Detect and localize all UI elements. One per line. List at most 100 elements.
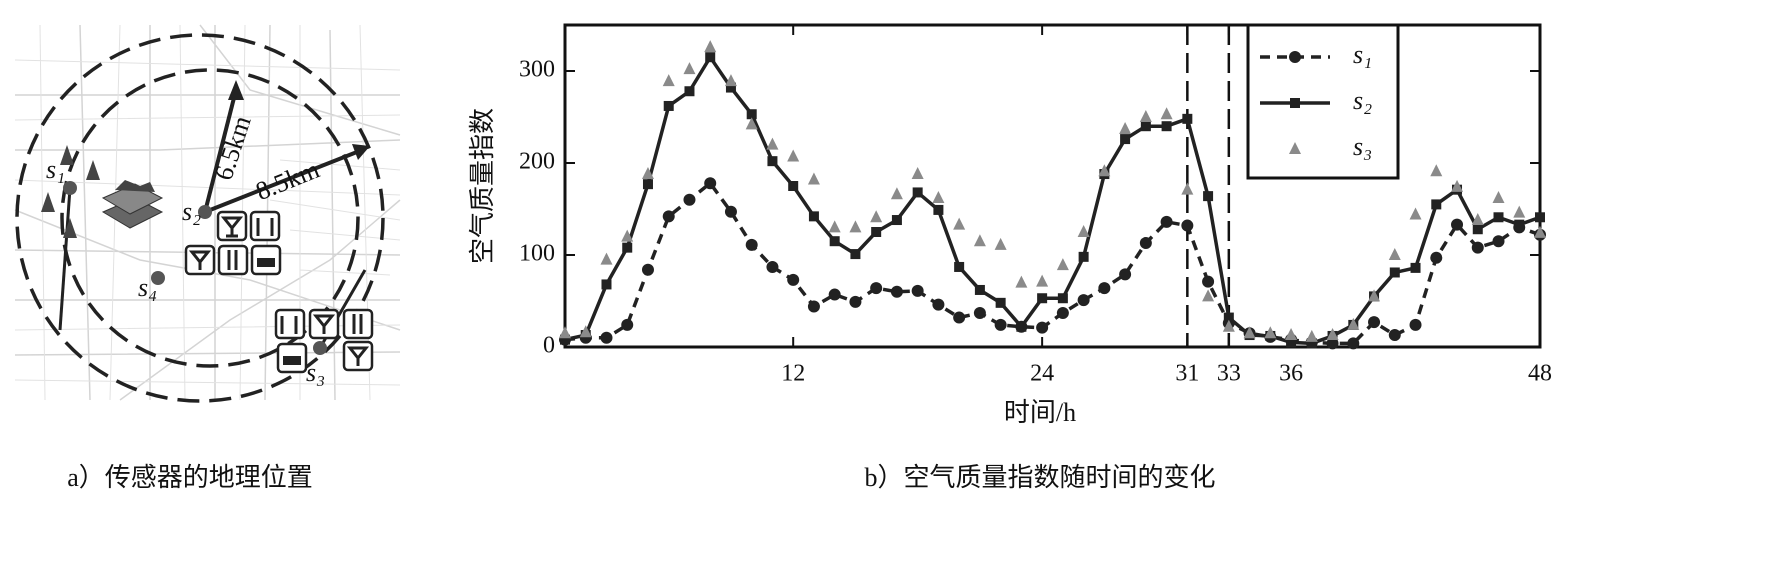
point — [746, 109, 757, 120]
point — [1409, 207, 1422, 220]
point — [600, 331, 613, 344]
poi-icons — [184, 210, 374, 374]
point — [787, 149, 800, 162]
point — [1139, 237, 1152, 250]
map: s₁ s₂ s₃ s₄ 6.5km 8.5km — [14, 24, 401, 403]
point — [1534, 225, 1546, 238]
point — [1077, 225, 1090, 237]
point — [1016, 321, 1027, 332]
y-tick-label: 100 — [519, 241, 555, 267]
point — [704, 177, 717, 190]
point — [1472, 224, 1483, 235]
point — [622, 242, 633, 253]
y-axis-label: 空气质量指数 — [468, 108, 497, 264]
point — [828, 288, 841, 301]
point — [932, 298, 945, 311]
point — [1410, 262, 1421, 273]
point — [662, 210, 675, 223]
x-tick-label: 36 — [1279, 361, 1303, 387]
point — [1119, 268, 1132, 281]
point — [683, 193, 696, 206]
point — [1140, 121, 1151, 132]
point — [1513, 205, 1526, 218]
point — [1388, 248, 1401, 260]
series-line — [564, 180, 1541, 346]
point — [1036, 274, 1049, 287]
point — [641, 263, 654, 276]
point — [600, 252, 613, 265]
point — [1431, 199, 1442, 210]
x-tick-label: 12 — [781, 361, 805, 387]
point — [621, 318, 634, 331]
point — [1120, 134, 1131, 145]
point — [1471, 241, 1484, 254]
point — [1409, 318, 1422, 331]
trees — [41, 145, 100, 238]
point — [829, 236, 840, 247]
point — [890, 285, 903, 298]
point — [1181, 182, 1194, 195]
point — [1056, 306, 1069, 319]
y-tick-label: 300 — [519, 57, 555, 83]
y-tick-label: 0 — [543, 333, 555, 359]
point — [1493, 212, 1504, 223]
point — [1181, 219, 1194, 232]
point — [1326, 328, 1339, 341]
point — [850, 249, 861, 260]
point — [1160, 107, 1173, 120]
point — [559, 326, 571, 339]
legend-marker — [1289, 142, 1301, 154]
point — [705, 52, 716, 63]
x-tick-label: 33 — [1217, 361, 1241, 387]
point — [745, 238, 758, 251]
x-axis-label: 时间/h — [1004, 398, 1076, 427]
point — [663, 100, 674, 111]
point — [1077, 294, 1090, 307]
point — [1285, 328, 1298, 341]
legend-label: s₁ — [1353, 40, 1372, 69]
point — [994, 237, 1007, 250]
point — [1389, 267, 1400, 278]
caption: b）空气质量指数随时间的变化 — [864, 463, 1215, 492]
point — [641, 167, 654, 180]
point — [1056, 258, 1069, 271]
point — [1430, 164, 1443, 177]
point — [849, 295, 862, 308]
point — [1161, 121, 1172, 132]
point — [1264, 326, 1277, 339]
point — [911, 284, 924, 297]
point — [1222, 319, 1235, 332]
point — [662, 74, 675, 87]
point — [994, 318, 1007, 331]
point — [973, 306, 986, 319]
point — [1430, 251, 1443, 264]
point — [1451, 179, 1464, 192]
point — [953, 217, 966, 230]
point — [995, 297, 1006, 308]
point — [973, 234, 986, 247]
point — [1203, 191, 1214, 202]
point — [788, 181, 799, 191]
point — [1451, 218, 1464, 231]
point — [1098, 164, 1111, 177]
legend-label: s₂ — [1353, 86, 1372, 115]
caption: a）传感器的地理位置 — [67, 463, 313, 492]
point — [849, 220, 862, 233]
point — [579, 325, 592, 338]
point — [621, 229, 634, 242]
point — [891, 215, 902, 226]
sensor-label: s₁ — [46, 155, 65, 184]
point — [1202, 275, 1215, 288]
sensor-label: s₄ — [138, 273, 157, 302]
point — [683, 62, 696, 75]
legend-label: s₃ — [1353, 132, 1372, 161]
point — [1305, 329, 1318, 342]
point — [807, 172, 820, 185]
legend-marker — [1289, 51, 1301, 63]
point — [932, 190, 945, 203]
legend-marker — [1290, 98, 1300, 108]
point — [1243, 326, 1256, 339]
point — [912, 187, 923, 198]
x-tick-label: 24 — [1030, 361, 1054, 387]
